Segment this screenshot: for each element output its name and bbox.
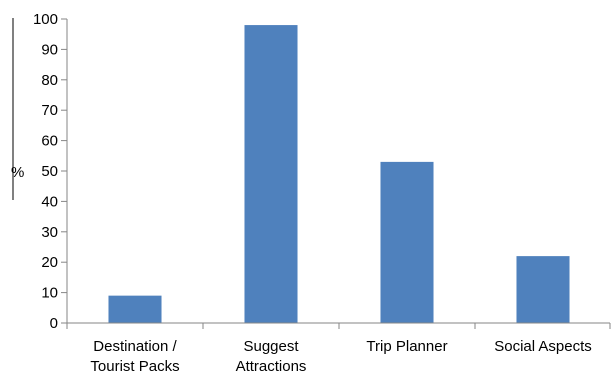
x-tick-label: Tourist Packs — [90, 358, 179, 375]
bar — [244, 25, 298, 324]
bars — [108, 25, 570, 324]
y-axis-label: % — [11, 164, 24, 181]
y-tick-label: 90 — [41, 41, 58, 58]
y-tick-label: 10 — [41, 285, 58, 302]
bar — [380, 161, 434, 323]
y-tick-label: 50 — [41, 163, 58, 180]
bar — [108, 295, 162, 323]
y-tick-label: 30 — [41, 224, 58, 241]
y-tick-label: 80 — [41, 72, 58, 89]
y-tick-label: 40 — [41, 193, 58, 210]
x-tick-label: Trip Planner — [366, 338, 447, 355]
y-tick-label: 60 — [41, 133, 58, 150]
x-axis-ticks: Destination / Tourist Packs Suggest Attract… — [66, 323, 611, 375]
y-tick-label: 100 — [33, 11, 58, 28]
bar — [516, 256, 570, 323]
y-tick-label: 70 — [41, 102, 58, 119]
x-tick-label: Suggest — [243, 338, 299, 355]
y-axis-ticks: 0 10 20 30 40 50 60 70 80 90 100 — [33, 11, 67, 332]
x-tick-label: Attractions — [236, 358, 307, 375]
x-tick-label: Destination / — [93, 338, 177, 355]
x-tick-label: Social Aspects — [494, 338, 592, 355]
y-tick-label: 0 — [50, 315, 58, 332]
y-tick-label: 20 — [41, 254, 58, 271]
